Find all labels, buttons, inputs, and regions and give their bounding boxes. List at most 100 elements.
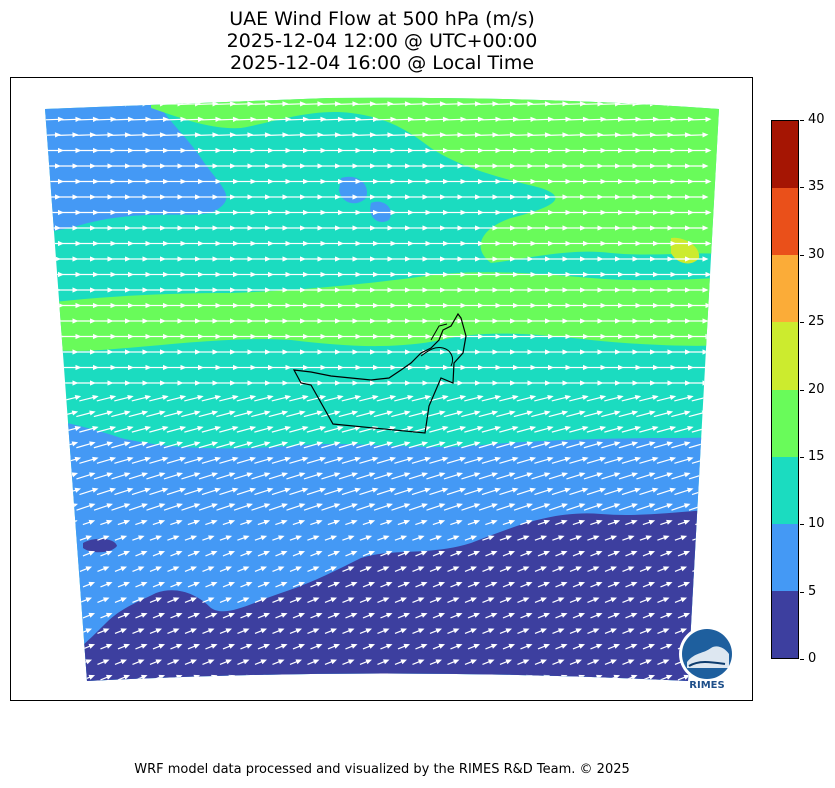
wind-arrow [320, 101, 341, 107]
wind-arrow [464, 302, 484, 309]
wind-arrow [254, 535, 268, 541]
wind-arrow [321, 225, 341, 231]
wind-arrow [187, 519, 201, 526]
wind-arrow [548, 225, 569, 231]
wind-arrow [324, 209, 344, 216]
wind-arrow [303, 441, 324, 449]
wind-arrow [450, 581, 463, 588]
colorbar-tick-label: 0 [808, 651, 817, 666]
wind-arrow [131, 240, 152, 247]
wind-arrow [548, 349, 569, 355]
wind-arrow [674, 364, 694, 371]
wind-arrow [219, 209, 239, 216]
wind-arrow [149, 456, 169, 464]
wind-arrow [461, 472, 481, 480]
wind-arrow [552, 659, 565, 665]
wind-arrow [534, 147, 554, 154]
wind-arrow [485, 581, 498, 588]
wind-arrow [636, 410, 656, 418]
wind-arrow [362, 550, 376, 557]
wind-arrow [517, 535, 530, 541]
wind-arrow [636, 472, 656, 480]
wind-arrow [496, 410, 516, 418]
wind-arrow [167, 628, 180, 634]
wind-arrow [285, 132, 306, 138]
wind-arrow [79, 147, 99, 154]
wind-arrow [76, 410, 96, 418]
wind-arrow [219, 566, 233, 572]
wind-arrow [411, 271, 432, 278]
wind-arrow [135, 519, 148, 526]
wind-arrow [61, 302, 82, 309]
wind-arrow [359, 178, 379, 185]
wind-arrow [443, 225, 464, 231]
wind-arrow [674, 487, 694, 496]
wind-arrow [345, 550, 358, 557]
wind-arrow [198, 225, 219, 231]
wind-arrow [236, 425, 257, 433]
wind-arrow [135, 643, 148, 650]
wind-arrow [534, 364, 554, 371]
wind-arrow [342, 566, 355, 572]
wind-arrow [356, 256, 376, 262]
wind-arrow [114, 147, 134, 154]
wind-arrow [373, 101, 394, 107]
wind-arrow [166, 178, 187, 185]
wind-arrow [131, 456, 152, 464]
wind-arrow [496, 256, 516, 262]
wind-arrow [45, 441, 61, 449]
wind-arrow [362, 581, 376, 588]
colorbar-segment-2 [772, 456, 798, 524]
wind-arrow [478, 163, 499, 169]
wind-arrow [583, 101, 604, 107]
wind-arrow [324, 364, 344, 371]
wind-arrow [292, 550, 306, 557]
wind-arrow [111, 503, 131, 511]
wind-arrow [572, 519, 586, 526]
wind-arrow [555, 581, 568, 588]
wind-arrow [76, 380, 96, 386]
wind-arrow [321, 163, 341, 169]
wind-arrow [93, 349, 114, 355]
wind-arrow [292, 581, 306, 588]
wind-arrow [520, 519, 533, 526]
wind-arrow [257, 643, 271, 650]
wind-arrow [586, 116, 607, 122]
wind-arrow [446, 240, 467, 247]
wind-arrow [604, 364, 624, 371]
wind-arrow [443, 132, 464, 138]
wind-arrow [380, 643, 393, 650]
wind-arrow [502, 581, 516, 588]
wind-arrow [618, 194, 639, 200]
wind-arrow [219, 147, 239, 154]
wind-arrow [219, 535, 233, 541]
wind-arrow [513, 318, 534, 324]
wind-arrow [58, 101, 79, 107]
wind-arrow [601, 163, 621, 169]
wind-arrow [76, 163, 96, 169]
wind-arrow [96, 364, 117, 371]
wind-arrow [251, 194, 271, 200]
wind-arrow [548, 287, 569, 293]
colorbar-segment-0 [772, 590, 798, 658]
wind-arrow [657, 535, 670, 541]
wind-arrow [321, 503, 341, 511]
wind-arrow [534, 302, 554, 309]
wind-arrow [338, 441, 359, 449]
wind-arrow [376, 271, 397, 278]
band-0-5-patch [83, 538, 117, 553]
wind-arrow [566, 441, 586, 449]
wind-arrow [653, 410, 674, 418]
wind-arrow [569, 535, 583, 541]
wind-arrow [499, 566, 513, 572]
wind-arrow [394, 487, 414, 496]
wind-arrow [450, 519, 463, 526]
wind-arrow [412, 597, 425, 603]
wind-arrow [397, 581, 411, 588]
wind-arrow [45, 410, 61, 418]
wind-arrow [674, 147, 694, 154]
wind-arrow [184, 364, 204, 371]
wind-arrow [604, 333, 624, 340]
wind-arrow [170, 550, 183, 557]
wind-arrow [132, 628, 145, 634]
